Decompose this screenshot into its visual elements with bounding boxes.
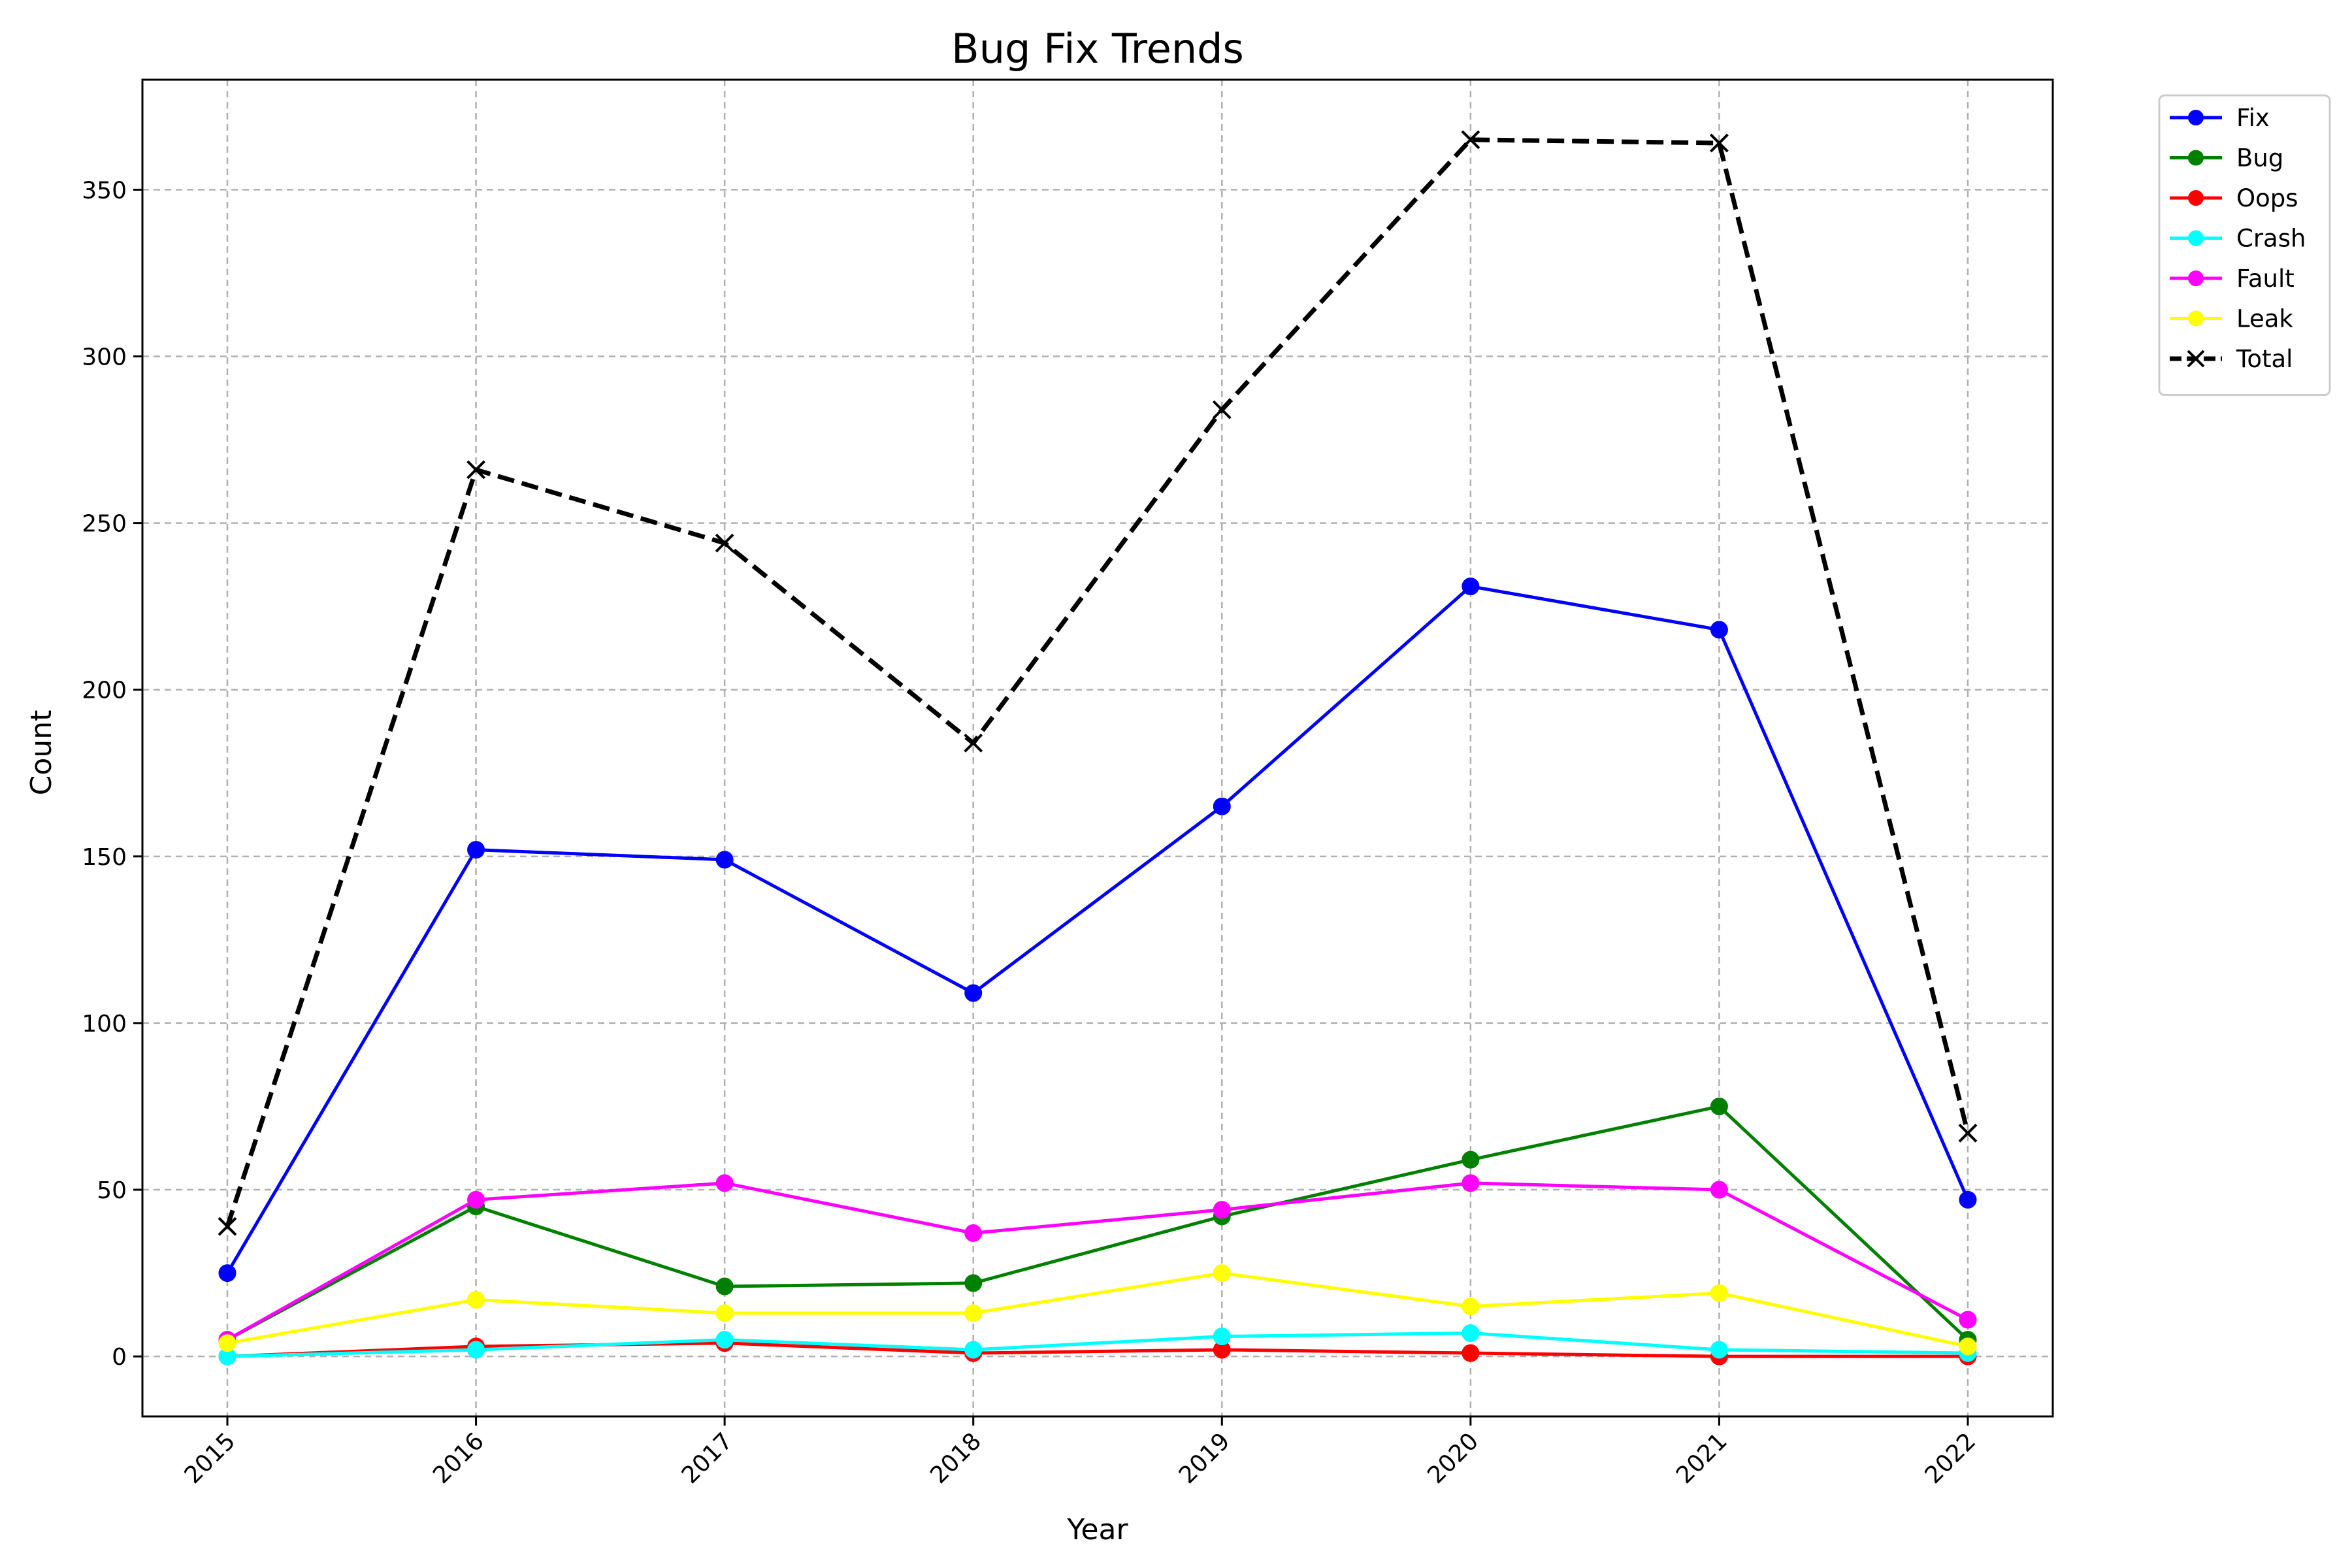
data-point-fault (1959, 1311, 1977, 1329)
x-axis-title: Year (1066, 1513, 1128, 1546)
data-point-fix (1213, 797, 1231, 815)
data-point-leak (715, 1304, 734, 1322)
data-point-fault (467, 1190, 485, 1209)
series-line-fix (225, 585, 1970, 1274)
data-point-fix (964, 984, 983, 1002)
plot-frame (141, 78, 2054, 1418)
data-point-leak (964, 1304, 983, 1322)
data-point-leak (1959, 1337, 1977, 1356)
data-point-fault (1462, 1174, 1480, 1192)
data-point-fault (1213, 1201, 1231, 1219)
data-point-bug (964, 1274, 983, 1292)
data-point-total (466, 460, 485, 480)
data-point-fault (964, 1224, 983, 1242)
data-point-total (715, 533, 734, 553)
data-point-leak (467, 1290, 485, 1309)
data-point-fault (715, 1174, 734, 1192)
y-tick-label: 200 (82, 678, 127, 704)
legend-marker-bug (2188, 150, 2204, 166)
legend-marker-total (2187, 350, 2205, 368)
legend-marker-fix (2188, 110, 2204, 125)
data-point-leak (1462, 1298, 1480, 1316)
data-point-total (1212, 400, 1232, 419)
y-tick-label: 300 (82, 344, 127, 370)
data-point-bug (1710, 1097, 1728, 1115)
y-tick-label: 250 (82, 511, 127, 538)
data-point-crash (1710, 1341, 1728, 1359)
data-point-total (1710, 133, 1729, 153)
y-tick-label: 0 (112, 1344, 127, 1371)
data-point-leak (218, 1334, 237, 1352)
data-point-total (1461, 130, 1480, 150)
data-point-bug (715, 1277, 734, 1296)
data-point-crash (715, 1331, 734, 1349)
series-line-crash (227, 1331, 1968, 1358)
y-tick-label: 350 (82, 177, 127, 204)
legend-label-fix: Fix (2236, 104, 2270, 132)
data-point-fix (715, 851, 734, 869)
legend-label-bug: Bug (2236, 144, 2283, 172)
y-tick-label: 150 (82, 844, 127, 871)
data-point-fix (1710, 621, 1728, 639)
data-point-fix (1959, 1190, 1977, 1209)
data-point-crash (964, 1341, 983, 1359)
legend-label-leak: Leak (2236, 305, 2293, 333)
data-point-leak (1710, 1284, 1728, 1302)
data-point-crash (1462, 1324, 1480, 1342)
data-point-crash (1213, 1328, 1231, 1346)
legend-marker-crash (2188, 230, 2204, 246)
data-point-fix (467, 841, 485, 859)
data-point-fault (1710, 1181, 1728, 1199)
y-tick-label: 50 (97, 1177, 127, 1204)
series-line-total (225, 137, 1970, 1228)
data-point-crash (467, 1341, 485, 1359)
legend-label-total: Total (2236, 345, 2293, 373)
y-axis-title: Count (25, 710, 58, 796)
data-point-oops (1462, 1344, 1480, 1362)
data-point-total (1958, 1123, 1978, 1143)
series-line-bug (226, 1104, 1969, 1341)
data-point-bug (1462, 1151, 1480, 1169)
legend-label-fault: Fault (2236, 265, 2295, 293)
legend-marker-fault (2188, 270, 2204, 286)
legend: Fix Bug Oops Crash Fault Leak Total (2158, 94, 2331, 396)
y-tick-label: 100 (82, 1011, 127, 1037)
legend-label-oops: Oops (2236, 184, 2298, 212)
legend-marker-oops (2188, 190, 2204, 206)
series-line-oops (227, 1341, 1968, 1358)
data-point-total (218, 1217, 237, 1236)
legend-label-crash: Crash (2236, 225, 2306, 253)
data-point-leak (1213, 1264, 1231, 1282)
legend-marker-leak (2188, 310, 2204, 327)
data-point-total (964, 733, 983, 753)
chart-title: Bug Fix Trends (951, 25, 1244, 73)
series-line-fault (226, 1181, 1969, 1341)
series-line-leak (227, 1271, 1968, 1348)
data-point-fix (1462, 578, 1480, 596)
data-point-fix (218, 1264, 237, 1282)
